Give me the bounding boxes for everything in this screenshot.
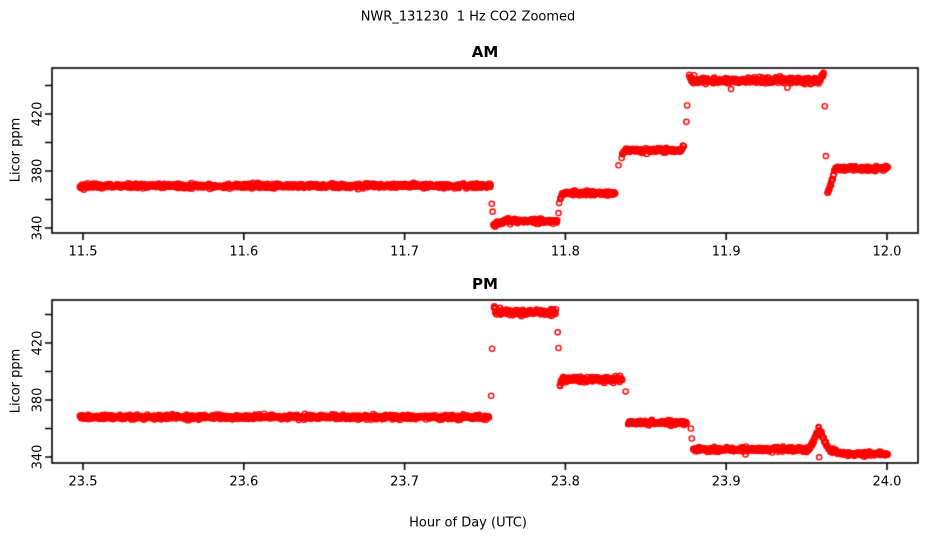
pm-x-tick-label: 23.5 bbox=[68, 474, 98, 490]
pm-y-tick-label: 420 bbox=[30, 330, 46, 356]
pm-y-tick-label: 380 bbox=[30, 387, 46, 413]
am-y-tick-label: 340 bbox=[30, 215, 46, 241]
pm-y-tick-label: 340 bbox=[30, 444, 46, 470]
am-x-tick-label: 11.6 bbox=[229, 244, 259, 260]
pm-x-tick-label: 24.0 bbox=[872, 474, 902, 490]
pm-x-tick-label: 23.7 bbox=[390, 474, 420, 490]
am-y-axis-label: Licor ppm bbox=[8, 117, 24, 183]
am-x-tick-label: 11.5 bbox=[68, 244, 98, 260]
pm-y-axis-label: Licor ppm bbox=[8, 348, 24, 414]
pm-panel-title: PM bbox=[472, 275, 498, 293]
am-x-tick-label: 12.0 bbox=[872, 244, 902, 260]
am-panel-title: AM bbox=[471, 43, 499, 61]
x-axis-label: Hour of Day (UTC) bbox=[409, 515, 527, 531]
am-y-tick-label: 380 bbox=[30, 158, 46, 184]
pm-x-tick-label: 23.8 bbox=[550, 474, 580, 490]
am-x-tick-label: 11.8 bbox=[550, 244, 580, 260]
am-y-tick-label: 420 bbox=[30, 101, 46, 127]
pm-x-tick-label: 23.9 bbox=[711, 474, 741, 490]
am-x-tick-label: 11.9 bbox=[711, 244, 741, 260]
pm-x-tick-label: 23.6 bbox=[229, 474, 259, 490]
am-x-tick-label: 11.7 bbox=[390, 244, 420, 260]
figure-title: NWR_131230 1 Hz CO2 Zoomed bbox=[360, 9, 576, 25]
